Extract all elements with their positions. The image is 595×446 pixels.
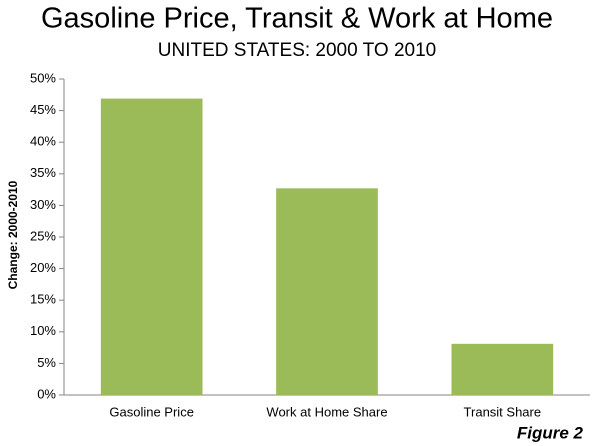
bar <box>451 343 554 395</box>
chart-subtitle: UNITED STATES: 2000 TO 2010 <box>158 40 436 61</box>
chart-title: Gasoline Price, Transit & Work at Home <box>41 3 553 35</box>
figure-label: Figure 2 <box>517 423 584 442</box>
y-tick-label: 45% <box>30 102 56 117</box>
y-tick-label: 35% <box>30 165 56 180</box>
x-tick-label: Transit Share <box>464 404 542 419</box>
y-tick-label: 0% <box>37 386 56 401</box>
y-tick-label: 5% <box>37 355 56 370</box>
y-tick-label: 40% <box>30 134 56 149</box>
y-tick-label: 10% <box>30 323 56 338</box>
y-tick-label: 15% <box>30 292 56 307</box>
bar <box>276 188 378 395</box>
x-tick-label: Gasoline Price <box>109 404 194 419</box>
y-tick-label: 20% <box>30 260 56 275</box>
y-axis-label: Change: 2000-2010 <box>6 180 20 289</box>
y-tick-label: 50% <box>30 70 56 85</box>
x-tick-label: Work at Home Share <box>266 404 387 419</box>
y-tick-label: 25% <box>30 228 56 243</box>
bar <box>100 98 203 395</box>
y-tick-label: 30% <box>30 197 56 212</box>
